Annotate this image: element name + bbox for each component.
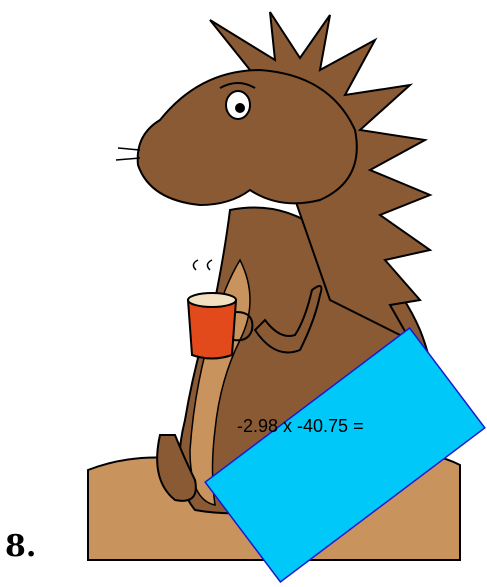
page: -2.98 x -40.75 = 8. (() => { const data … (0, 0, 487, 587)
problem-text: -2.98 x -40.75 = (237, 416, 364, 436)
problem-number: 8. (5, 529, 36, 564)
worksheet-item: -2.98 x -40.75 = 8. (0, 0, 487, 587)
